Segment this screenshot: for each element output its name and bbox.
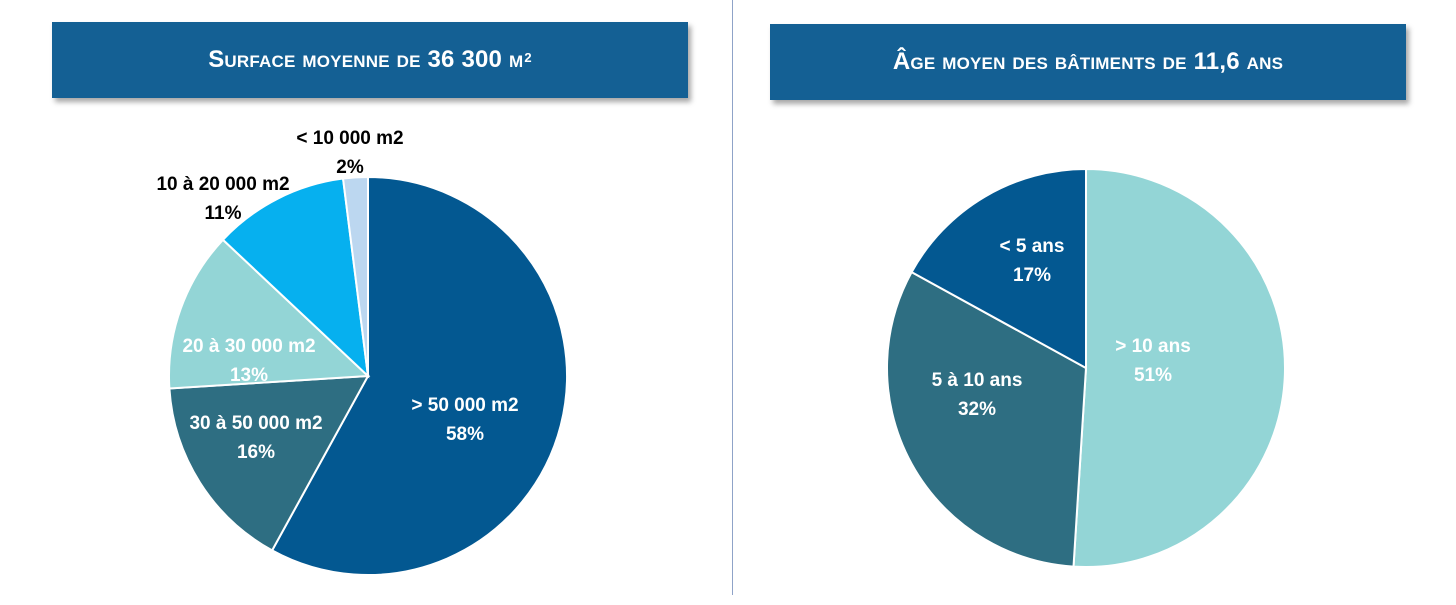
age-title-banner: Âge moyen des bâtiments de 11,6 ans	[770, 24, 1406, 100]
surface-slice-20-30-000-m2	[168, 238, 371, 390]
surface-title: Surface moyenne de 36 300 m	[208, 46, 524, 73]
surface-slice-50-000-m2	[270, 175, 568, 576]
age-value-5-ans: 17%	[1013, 265, 1051, 286]
age-label-5-ans: < 5 ans	[1000, 236, 1065, 257]
surface-label-10-20-000-m2: 10 à 20 000 m2	[156, 174, 289, 195]
surface-title-superscript: 2	[524, 49, 532, 65]
surface-value-10-000-m2: 2%	[336, 157, 364, 178]
age-value-10-ans: 51%	[1134, 365, 1172, 386]
age-slice-5-10-ans	[886, 270, 1088, 568]
surface-value-20-30-000-m2: 13%	[230, 365, 268, 386]
surface-label-20-30-000-m2: 20 à 30 000 m2	[182, 336, 315, 357]
age-label-10-ans: > 10 ans	[1115, 336, 1191, 357]
surface-label-50-000-m2: > 50 000 m2	[411, 395, 518, 416]
surface-value-30-50-000-m2: 16%	[237, 442, 275, 463]
surface-label-10-000-m2: < 10 000 m2	[296, 128, 403, 149]
surface-value-50-000-m2: 58%	[446, 424, 484, 445]
surface-label-30-50-000-m2: 30 à 50 000 m2	[189, 413, 322, 434]
surface-slice-30-50-000-m2	[168, 374, 370, 552]
surface-slice-10-20-000-m2	[221, 177, 370, 379]
age-label-5-10-ans: 5 à 10 ans	[932, 370, 1023, 391]
age-title: Âge moyen des bâtiments de 11,6 ans	[892, 48, 1284, 75]
age-slice-10-ans	[1072, 167, 1286, 568]
age-slice-5-ans	[910, 167, 1087, 370]
surface-slice-10-000-m2	[341, 175, 369, 377]
panel-divider	[732, 0, 733, 595]
surface-pie-chart: > 50 000 m2 58% 30 à 50 000 m2 16% 20 à 30 0…	[156, 128, 568, 576]
surface-value-10-20-000-m2: 11%	[205, 203, 242, 224]
age-value-5-10-ans: 32%	[958, 399, 996, 420]
